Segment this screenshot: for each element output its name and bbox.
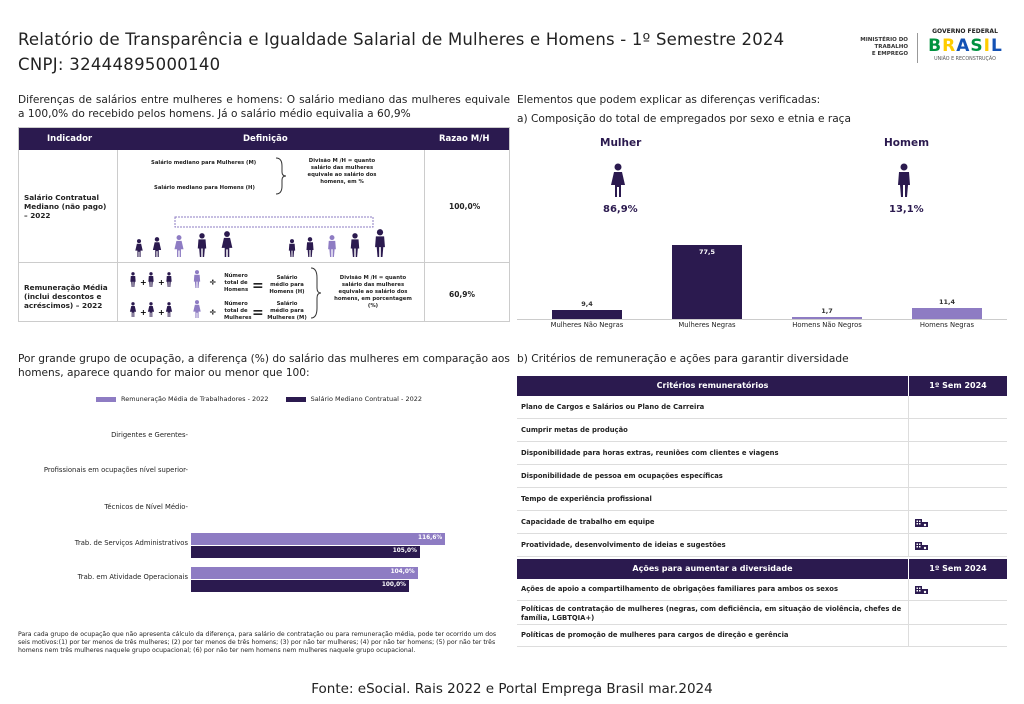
sum-people-icon: + + ÷ + + ÷ [129,270,217,318]
table-row-remuneracao: Remuneração Média (inclui descontos e ac… [19,263,509,323]
composition-bar-label: 9,4 [581,300,593,309]
category-label: Trab. de Serviços Administrativos [74,539,188,547]
indicator-table: Indicador Definição Razao M/H Salário Co… [18,127,510,322]
row-label: Salário Contratual Mediano (não pago) – … [24,193,107,220]
header-razao: Razao M/H [439,134,490,144]
occupation-bar: 105,0% [191,546,420,558]
criteria-label: Tempo de experiência profissional [521,494,652,503]
bar-value-label: 104,0% [390,569,415,575]
composition-bar [912,308,982,319]
criteria-row: Ações de apoio a compartilhamento de obr… [517,579,1007,601]
brace-icon [275,157,287,195]
criteria-label: Capacidade de trabalho em equipe [521,517,655,526]
brace-icon [310,267,322,319]
criteria-row: Políticas de promoção de mulheres para c… [517,625,1007,647]
cnpj-text: CNPJ: 32444895000140 [18,55,221,74]
composition-bar [792,317,862,319]
svg-text:+: + [158,308,165,317]
legend-label: Salário Mediano Contratual - 2022 [310,395,422,403]
svg-text:+: + [140,278,147,287]
occupation-bar-chart: Remuneração Média de Trabalhadores - 202… [18,388,510,598]
header-indicador: Indicador [47,134,93,144]
category-label: Técnicos de Nível Médio- [104,503,188,511]
criteria-table: Critérios remuneratórios 1º Sem 2024 Pla… [517,376,1007,647]
composition-category-label: Homens Negras [919,321,975,329]
bar-value-label: 116,6% [418,535,443,541]
salary-difference-intro: Diferenças de salários entre mulheres e … [18,94,510,120]
category-label: Dirigentes e Gerentes- [111,431,188,439]
criteria-label: Disponibilidade de pessoa em ocupações e… [521,471,723,480]
criteria-row: Cumprir metas de produção [517,419,1007,442]
group-intro: Por grande grupo de ocupação, a diferenç… [18,353,510,379]
criteria-row: Disponibilidade de pessoa em ocupações e… [517,465,1007,488]
criteria-subtitle: b) Critérios de remuneração e ações para… [517,353,849,365]
mulher-label: Mulher [600,137,642,149]
people-figures-icon [135,216,385,257]
building-icon [915,518,929,530]
elements-intro: Elementos que podem explicar as diferenç… [517,94,821,106]
composition-category-label: Mulheres Não Negras [550,321,624,329]
source-text: Fonte: eSocial. Rais 2022 e Portal Empre… [311,681,713,697]
criteria-label: Disponibilidade para horas extras, reuni… [521,448,779,457]
composition-bar [672,245,742,319]
composition-bar [552,310,622,319]
row-label: Remuneração Média (inclui descontos e ac… [24,283,108,310]
criteria-label: Cumprir metas de produção [521,425,628,434]
homem-label: Homem [884,137,930,149]
chart-legend: Remuneração Média de Trabalhadores - 202… [96,395,434,403]
svg-text:+: + [158,278,165,287]
row-value: 100,0% [449,202,481,211]
table-row-mediano: Salário Contratual Mediano (não pago) – … [19,150,509,263]
composition-bar-label: 1,7 [821,307,833,315]
criteria-row: Disponibilidade para horas extras, reuni… [517,442,1007,465]
criteria-label: Ações de apoio a compartilhamento de obr… [521,585,839,593]
occupation-bar: 116,6% [191,533,446,545]
svg-text:÷: ÷ [209,278,217,288]
criteria-label: Proatividade, desenvolvimento de ideias … [521,540,726,549]
header-definicao: Definição [243,134,288,144]
composition-category-label: Homens Não Negros [792,321,862,329]
category-label: Trab. em Atividade Operacionais [77,573,188,581]
legend-label: Remuneração Média de Trabalhadores - 202… [121,395,269,403]
criteria-row: Tempo de experiência profissional [517,488,1007,511]
composition-bar-chart: 9,4 Mulheres Não Negras 77,5 Mulheres Negra… [517,230,1007,335]
bar-value-label: 100,0% [381,582,406,588]
category-label: Profissionais em ocupações nível superio… [43,466,188,474]
svg-text:÷: ÷ [209,308,217,318]
criteria-row: Políticas de contratação de mulheres (ne… [517,601,1007,625]
building-icon [915,541,929,553]
logo-divider [917,33,918,63]
criteria-label: Políticas de contratação de mulheres (ne… [521,605,902,622]
ministerio-logo: MINISTÉRIO DO TRABALHO E EMPREGO [860,37,908,57]
report-title: Relatório de Transparência e Igualdade S… [18,30,785,49]
composition-bar-label: 11,4 [938,298,956,307]
indicator-table-header: Indicador Definição Razao M/H [19,128,509,150]
composition-bar-label: 77,5 [698,248,716,256]
row-value: 60,9% [449,290,476,299]
footnote: Para cada grupo de ocupação que não apre… [18,631,497,654]
criteria-label: Plano de Cargos e Salários ou Plano de C… [521,402,705,411]
svg-text:+: + [140,308,147,317]
criteria-row: Proatividade, desenvolvimento de ideias … [517,534,1007,557]
woman-icon [611,163,625,197]
composition-subtitle: a) Composição do total de empregados por… [517,113,852,125]
occupation-bar: 104,0% [191,567,418,579]
actions-header: Ações para aumentar a diversidade 1º Sem… [517,559,1007,579]
composition-category-label: Mulheres Negras [678,321,736,329]
bar-value-label: 105,0% [392,548,417,554]
occupation-bar: 100,0% [191,580,409,592]
criteria-row: Plano de Cargos e Salários ou Plano de C… [517,396,1007,419]
criteria-label: Políticas de promoção de mulheres para c… [521,631,789,639]
homem-pct: 13,1% [889,204,924,215]
criteria-row: Capacidade de trabalho em equipe [517,511,1007,534]
building-icon [915,585,929,597]
mulher-pct: 86,9% [603,204,638,215]
criteria-header: Critérios remuneratórios 1º Sem 2024 [517,376,1007,396]
man-icon [898,163,910,197]
